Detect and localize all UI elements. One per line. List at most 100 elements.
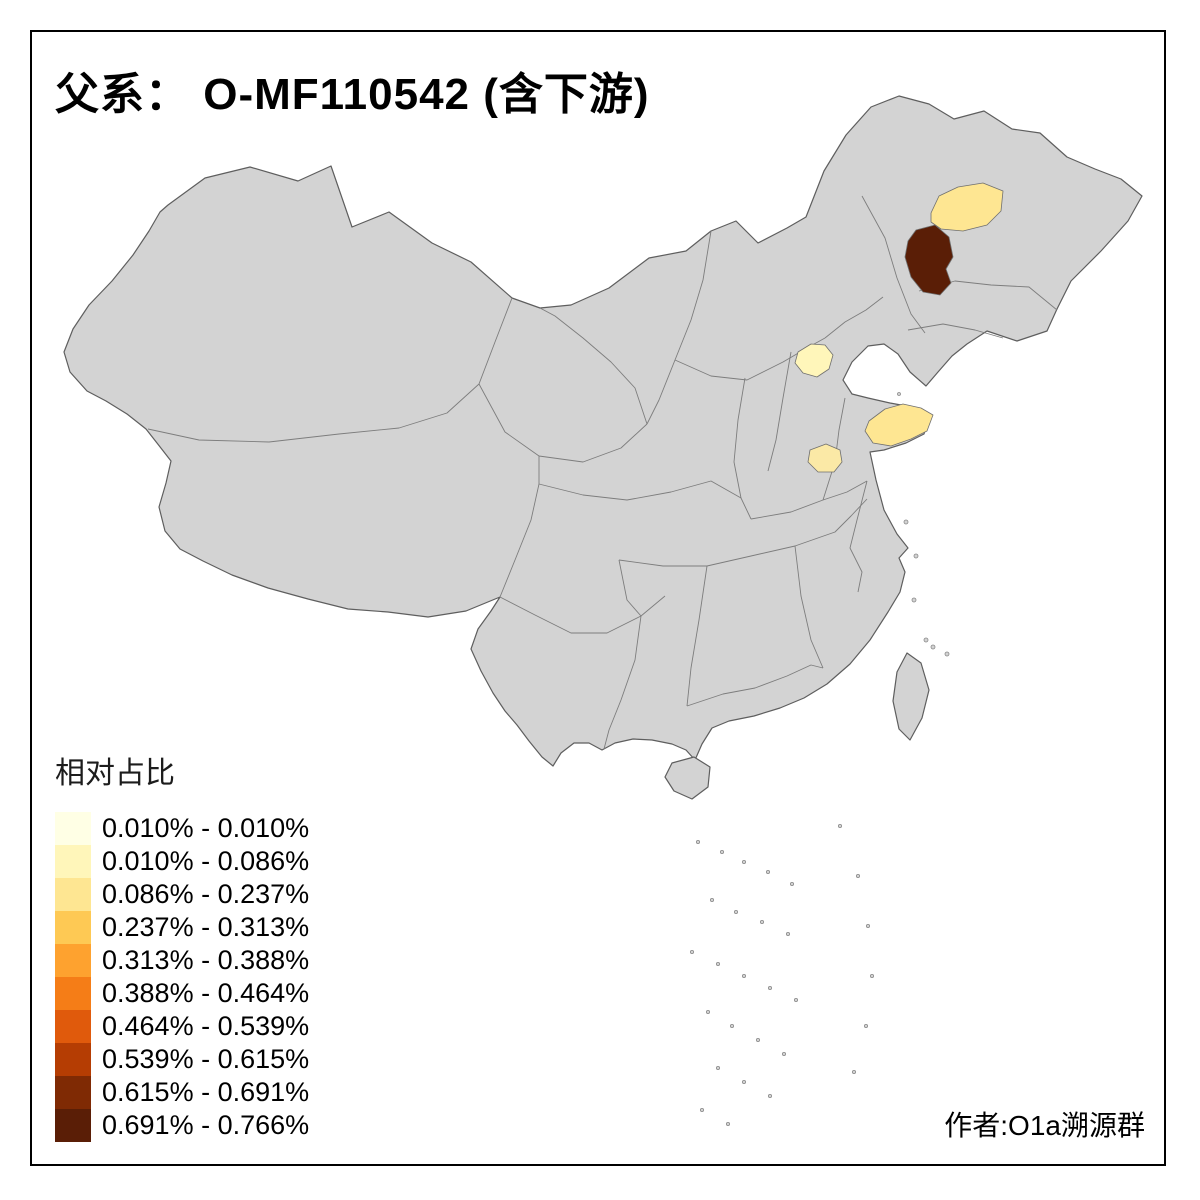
legend-label: 0.313% - 0.388% xyxy=(102,945,310,975)
legend-row: 0.237% - 0.313% xyxy=(55,911,309,944)
legend-swatch xyxy=(55,1043,91,1076)
legend-title: 相对占比 xyxy=(55,757,175,790)
legend-row: 0.086% - 0.237% xyxy=(55,878,309,911)
islet xyxy=(782,1052,787,1057)
province-border-line xyxy=(618,559,642,617)
legend-row: 0.010% - 0.010% xyxy=(55,812,309,845)
province-border-line xyxy=(539,307,648,425)
province-border-line xyxy=(478,383,648,463)
legend-swatch xyxy=(55,977,91,1010)
islet xyxy=(903,519,909,525)
legend-label: 0.615% - 0.691% xyxy=(102,1077,310,1107)
legend-row: 0.313% - 0.388% xyxy=(55,944,309,977)
islet xyxy=(710,898,715,903)
attribution: 作者:O1a溯源群 xyxy=(944,1110,1145,1141)
hainan-island xyxy=(664,756,711,800)
islet xyxy=(768,1094,773,1099)
islet xyxy=(756,1038,761,1043)
legend-row: 0.464% - 0.539% xyxy=(55,1010,309,1043)
islet xyxy=(897,392,901,396)
islet xyxy=(794,998,799,1003)
province-border-line xyxy=(767,351,792,472)
province-border-line xyxy=(646,230,712,425)
islet xyxy=(911,597,917,603)
islet xyxy=(923,637,929,643)
legend-label: 0.237% - 0.313% xyxy=(102,912,310,942)
islet xyxy=(730,1024,735,1029)
legend-row: 0.691% - 0.766% xyxy=(55,1109,309,1142)
islet xyxy=(742,860,747,865)
legend-label: 0.010% - 0.086% xyxy=(102,846,310,876)
islet xyxy=(766,870,771,875)
legend-swatch xyxy=(55,911,91,944)
province-border-line xyxy=(538,480,742,501)
legend-label: 0.388% - 0.464% xyxy=(102,978,310,1008)
mainland-china xyxy=(63,95,1143,767)
region-northeast-dark xyxy=(904,224,954,296)
south-china-sea-islets xyxy=(690,824,875,1127)
islet xyxy=(742,974,747,979)
islet xyxy=(913,553,919,559)
islet xyxy=(944,651,950,657)
province-border-line xyxy=(499,456,540,598)
legend-swatch xyxy=(55,845,91,878)
legend-row: 0.010% - 0.086% xyxy=(55,845,309,878)
islet xyxy=(866,924,871,929)
islet xyxy=(768,986,773,991)
legend-label: 0.086% - 0.237% xyxy=(102,879,310,909)
province-border-line xyxy=(824,296,884,339)
province-border-line xyxy=(733,377,752,520)
legend-label: 0.539% - 0.615% xyxy=(102,1044,310,1074)
legend-label: 0.464% - 0.539% xyxy=(102,1011,310,1041)
legend-row: 0.615% - 0.691% xyxy=(55,1076,309,1109)
islet xyxy=(786,932,791,937)
legend-swatch xyxy=(55,812,91,845)
islet xyxy=(742,1080,747,1085)
islet xyxy=(864,1024,869,1029)
legend-label: 0.691% - 0.766% xyxy=(102,1110,310,1140)
taiwan-island xyxy=(892,652,930,741)
legend-row: 0.539% - 0.615% xyxy=(55,1043,309,1076)
islet xyxy=(856,874,861,879)
province-border-line xyxy=(861,195,926,334)
islet xyxy=(700,1108,705,1113)
legend-swatch xyxy=(55,1010,91,1043)
province-border-line xyxy=(822,397,846,501)
islet xyxy=(706,1010,711,1015)
region-shandong-peninsula xyxy=(864,403,934,447)
islet xyxy=(690,950,695,955)
legend-row: 0.388% - 0.464% xyxy=(55,977,309,1010)
highlighted-regions xyxy=(794,182,1004,473)
legend-swatch xyxy=(55,878,91,911)
province-border-line xyxy=(686,565,708,707)
province-border-line xyxy=(794,545,824,669)
islet xyxy=(790,882,795,887)
province-border-line xyxy=(147,297,513,443)
province-border-line xyxy=(603,615,642,750)
province-border-line xyxy=(907,323,1004,339)
map-title: 父系： O-MF110542 (含下游) xyxy=(55,70,650,119)
islet xyxy=(930,644,936,650)
legend-label: 0.010% - 0.010% xyxy=(102,813,310,843)
islet xyxy=(852,1070,857,1075)
islet xyxy=(760,920,765,925)
islet xyxy=(696,840,701,845)
legend-swatch xyxy=(55,1076,91,1109)
legend-swatch xyxy=(55,1109,91,1142)
islet xyxy=(720,850,725,855)
province-border-line xyxy=(686,664,824,707)
province-border-line xyxy=(849,480,868,593)
legend: 相对占比 0.010% - 0.010% 0.010% - 0.086% 0.0… xyxy=(55,748,309,1142)
region-northeast-pale xyxy=(930,182,1004,232)
islet xyxy=(734,910,739,915)
legend-items: 0.010% - 0.010% 0.010% - 0.086% 0.086% -… xyxy=(55,812,309,1142)
islands xyxy=(664,392,950,800)
islet xyxy=(838,824,843,829)
province-border-line xyxy=(618,498,868,567)
legend-swatch xyxy=(55,944,91,977)
region-west-shandong xyxy=(807,443,843,473)
islet xyxy=(870,974,875,979)
islet xyxy=(716,1066,721,1071)
